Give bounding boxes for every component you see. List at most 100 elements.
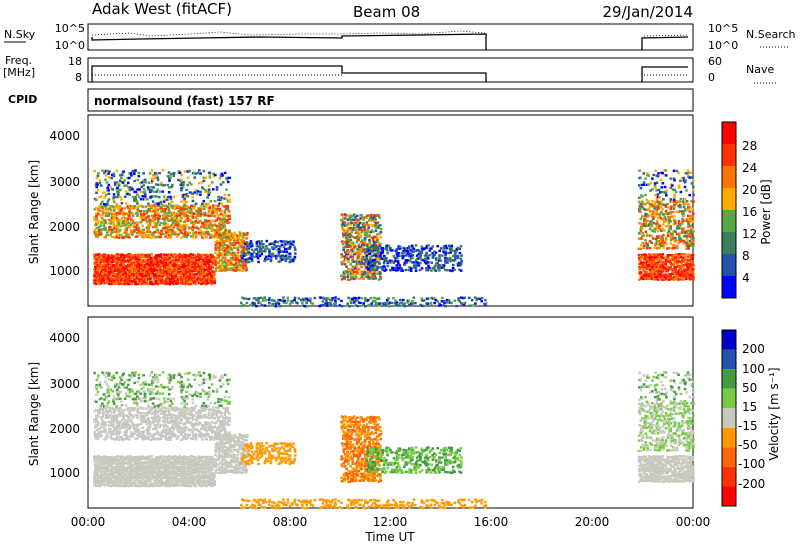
power-cell <box>206 270 210 273</box>
power-cell <box>190 256 194 260</box>
velocity-cell <box>166 481 170 484</box>
power-cell <box>177 171 181 175</box>
power-cell <box>175 258 178 262</box>
power-cell <box>124 217 127 220</box>
power-cell <box>240 232 244 235</box>
power-cell <box>671 270 674 274</box>
power-cell <box>116 276 120 280</box>
power-cell <box>661 223 665 226</box>
power-cell <box>139 210 142 213</box>
power-cell <box>149 282 153 286</box>
power-cell <box>249 252 252 255</box>
power-cell <box>216 244 219 248</box>
power-cell <box>672 244 676 247</box>
power-cell <box>145 226 149 229</box>
power-cell <box>213 223 217 226</box>
power-cell <box>647 263 651 267</box>
power-cell <box>186 277 190 281</box>
power-cell <box>688 275 692 278</box>
power-cell <box>194 231 198 234</box>
power-cell <box>123 195 127 198</box>
power-cell <box>239 239 242 242</box>
power-cell <box>653 263 657 266</box>
power-cell <box>659 178 663 182</box>
power-cell <box>192 277 195 280</box>
velocity-cell <box>96 460 100 463</box>
power-cell <box>659 264 663 267</box>
power-cell <box>221 244 224 247</box>
power-cell <box>358 245 362 249</box>
power-cell <box>658 244 662 248</box>
power-cell <box>691 253 695 257</box>
power-cell <box>683 207 687 211</box>
power-cell <box>131 205 134 208</box>
velocity-cell <box>170 455 173 459</box>
power-cell <box>653 203 657 206</box>
velocity-cell <box>139 481 142 485</box>
power-cell <box>253 302 257 306</box>
power-cell <box>692 275 695 279</box>
power-cell <box>125 231 128 234</box>
power-cell <box>169 195 172 199</box>
power-cell <box>168 274 172 278</box>
power-cell <box>453 249 457 253</box>
power-cell <box>194 202 198 205</box>
power-cell <box>133 172 136 175</box>
velocity-cell <box>180 477 183 480</box>
power-cell <box>681 200 685 203</box>
power-cell <box>217 266 220 269</box>
power-cell <box>194 267 197 270</box>
power-cell <box>642 277 646 281</box>
power-cell <box>644 258 647 261</box>
velocity-cell <box>178 462 181 465</box>
power-cell <box>679 273 683 276</box>
power-cell <box>94 219 98 222</box>
power-cell <box>301 301 304 305</box>
power-cell <box>118 225 121 229</box>
power-cell <box>679 223 682 226</box>
velocity-cell <box>121 455 124 458</box>
power-cell <box>102 224 106 227</box>
power-cell <box>99 232 103 236</box>
power-cell <box>666 253 670 257</box>
power-cell <box>182 232 185 236</box>
power-cell <box>184 231 187 234</box>
power-cell <box>197 272 200 275</box>
power-cell <box>378 231 381 235</box>
power-cell <box>359 234 362 237</box>
power-cell <box>340 274 343 278</box>
power-cell <box>678 200 682 203</box>
power-cell <box>367 265 370 269</box>
velocity-cell <box>147 467 150 470</box>
power-cell <box>108 272 112 275</box>
power-cell <box>228 267 232 270</box>
power-cell <box>107 277 111 281</box>
power-cell <box>252 303 255 307</box>
power-cell <box>133 179 137 183</box>
power-cell <box>239 264 243 267</box>
power-cell <box>182 265 186 269</box>
power-cell <box>244 253 248 256</box>
power-cell <box>676 200 679 203</box>
velocity-cell <box>129 455 133 458</box>
power-cell <box>125 273 128 276</box>
power-cell <box>296 301 299 305</box>
power-cell <box>396 266 400 270</box>
power-cell <box>371 273 374 276</box>
power-cell <box>644 224 648 228</box>
power-cell <box>166 279 170 282</box>
power-cell <box>201 272 205 276</box>
power-cell <box>101 256 104 260</box>
power-cell <box>355 225 359 229</box>
power-cell <box>325 299 328 302</box>
power-cell <box>368 256 372 259</box>
velocity-cell <box>154 464 158 468</box>
power-cell <box>644 253 648 257</box>
power-cell <box>170 281 173 285</box>
power-cell <box>112 281 116 285</box>
power-cell <box>244 242 247 245</box>
power-cell <box>164 256 167 260</box>
power-cell <box>99 195 103 198</box>
power-cell <box>656 175 660 178</box>
power-cell <box>637 237 641 240</box>
